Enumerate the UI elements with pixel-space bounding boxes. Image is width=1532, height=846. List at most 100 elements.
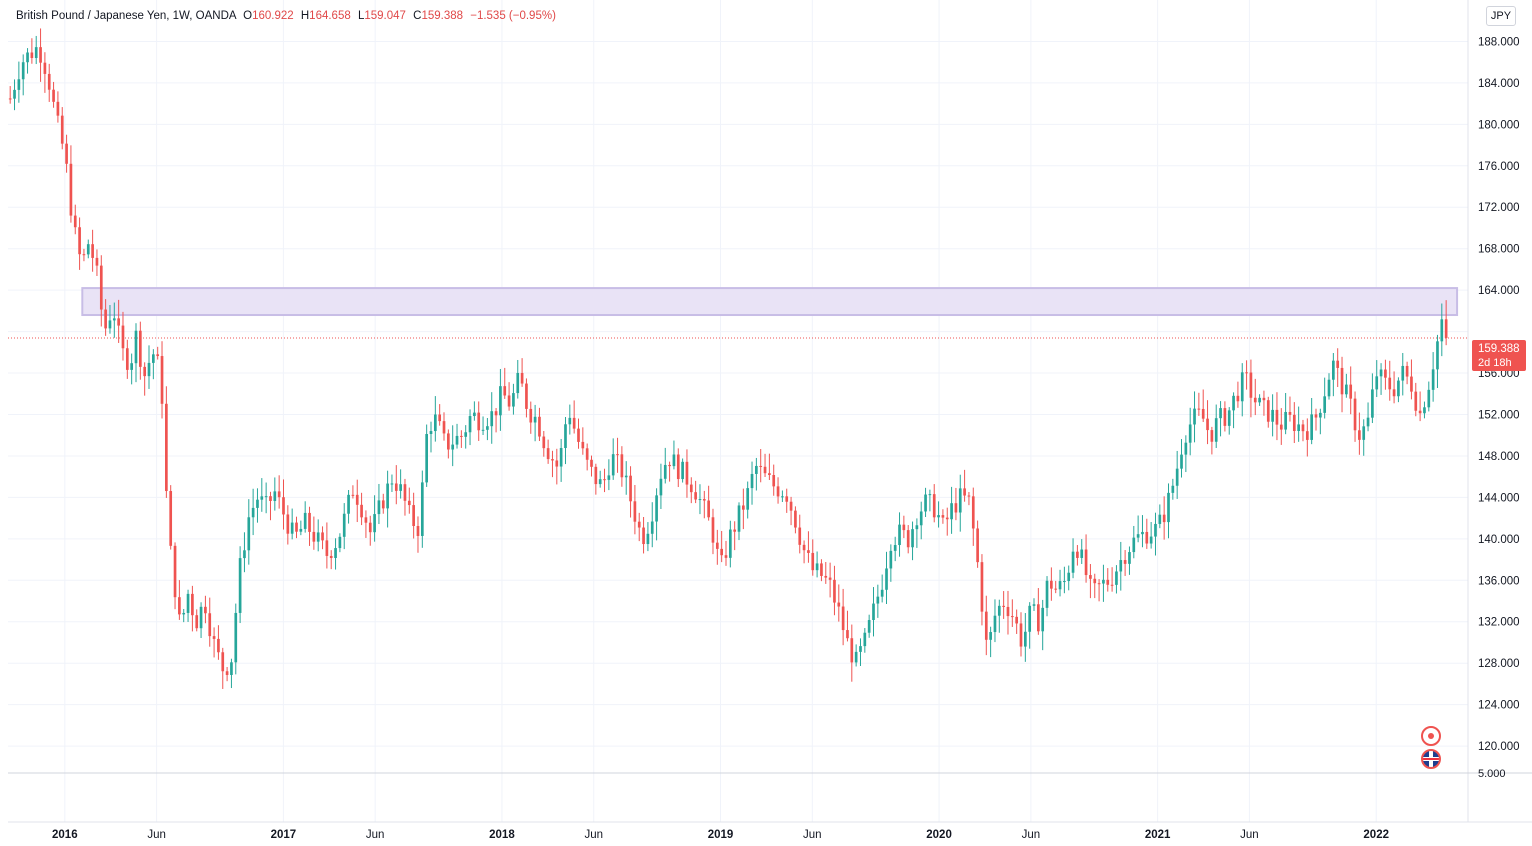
candle-body (1397, 380, 1400, 397)
candle-body (1041, 607, 1045, 632)
candle-body (507, 395, 511, 407)
candle-body (1115, 571, 1118, 585)
candle-body (1262, 397, 1266, 401)
candle-body (520, 372, 524, 384)
candle-body (17, 79, 21, 90)
candle-body (1063, 581, 1066, 583)
candle-body (681, 461, 684, 480)
candle-body (642, 527, 645, 545)
candle-body (833, 579, 836, 603)
event-dot-icon[interactable] (1421, 726, 1441, 746)
candle-body (880, 589, 884, 597)
candle-body (47, 73, 51, 90)
candle-body (1010, 616, 1014, 618)
candle-body (1232, 395, 1235, 411)
candle-body (694, 492, 697, 500)
candle-body (1401, 365, 1405, 381)
candle-body (984, 611, 988, 640)
candle-body (755, 465, 758, 474)
candle-body (1358, 430, 1361, 440)
candle-body (746, 488, 750, 510)
price-tick-label: 172.000 (1478, 202, 1520, 214)
candle-body (624, 475, 628, 478)
candle-body (273, 491, 277, 501)
candle-body (867, 620, 871, 633)
candle-body (1032, 604, 1036, 606)
candle-body (295, 522, 298, 532)
candle-body (182, 612, 186, 615)
price-tick-label: 140.000 (1478, 534, 1520, 546)
candle-body (876, 596, 880, 604)
symbol-title[interactable]: British Pound / Japanese Yen, 1W, OANDA (16, 10, 236, 22)
candle-body (568, 417, 572, 425)
candle-body (282, 497, 285, 515)
candle-body (1197, 408, 1201, 410)
candle-body (73, 215, 77, 228)
time-axis[interactable]: 2016 Jun 2017 Jun 2018 Jun 2019 Jun 2020 Jun 2021 J… (52, 829, 1389, 841)
candle-body (945, 517, 949, 520)
candle-body (785, 496, 789, 502)
price-tick-label: 132.000 (1478, 617, 1520, 629)
candle-body (481, 429, 485, 431)
candle-body (1227, 410, 1231, 426)
candle-body (932, 494, 936, 518)
candle-body (820, 563, 823, 576)
candle-body (1162, 514, 1166, 523)
candle-body (134, 330, 138, 364)
candle-body (676, 454, 680, 480)
candle-body (477, 412, 481, 431)
candle-body (1332, 360, 1335, 380)
candle-body (1067, 572, 1071, 582)
candle-body (152, 354, 155, 363)
candle-body (1158, 514, 1162, 524)
candle-body (1089, 575, 1092, 579)
time-tick-label: Jun (803, 829, 822, 841)
candle-body (971, 496, 975, 529)
candle-body (1444, 319, 1448, 338)
candle-body (269, 496, 272, 501)
candle-body (594, 466, 598, 485)
currency-button[interactable]: JPY (1486, 6, 1516, 26)
candle-body (1249, 372, 1253, 398)
candle-body (1418, 410, 1422, 414)
candle-body (668, 464, 671, 467)
candle-body (56, 101, 60, 116)
candle-body (390, 483, 394, 485)
resistance-zone[interactable] (81, 287, 1459, 317)
candle-body (1201, 408, 1205, 419)
low-label: L (357, 10, 365, 22)
candle-body (403, 484, 407, 501)
price-axis[interactable]: 120.000 124.000 128.000 132.000 136.000 140.0… (1478, 36, 1520, 753)
candle-body (1236, 395, 1240, 402)
candle-body (1037, 604, 1040, 632)
price-tick-label: 148.000 (1478, 451, 1520, 463)
candle-body (1275, 409, 1279, 425)
candle-body (711, 517, 715, 543)
candle-body (581, 441, 585, 449)
candle-body (863, 632, 867, 647)
candle-body (997, 605, 1001, 616)
candle-body (1323, 396, 1327, 413)
candle-body (1102, 579, 1105, 584)
candle-body (312, 531, 316, 542)
price-tick-label: 156.000 (1478, 368, 1520, 380)
uk-flag-icon[interactable] (1421, 749, 1441, 769)
candle-body (173, 545, 177, 598)
close-value: 159.388 (421, 10, 464, 22)
candle-body (1440, 319, 1444, 342)
candle-body (1353, 398, 1357, 431)
time-tick-label: 2020 (926, 829, 952, 841)
candle-body (1097, 583, 1101, 585)
candle-body (1214, 418, 1218, 442)
candle-body (772, 475, 776, 487)
candle-body (1132, 537, 1136, 553)
candle-body (911, 529, 914, 548)
candle-body (1123, 560, 1127, 564)
candle-body (781, 496, 784, 498)
price-tick-label: 120.000 (1478, 741, 1520, 753)
candle-body (1050, 580, 1053, 589)
candle-body (802, 544, 806, 551)
candle-body (494, 411, 498, 416)
price-tick-label: 128.000 (1478, 658, 1520, 670)
